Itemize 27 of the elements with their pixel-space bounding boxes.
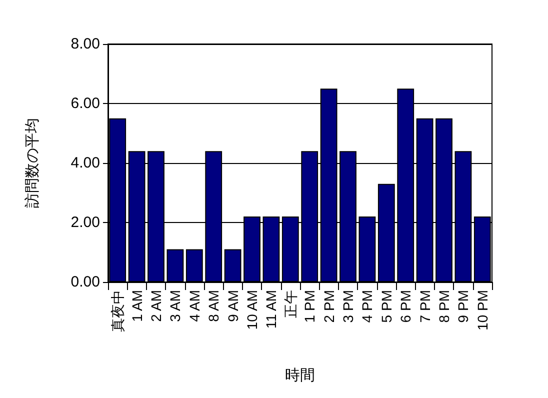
x-tick-label: 2 AM bbox=[148, 290, 164, 322]
x-axis-title: 時間 bbox=[285, 367, 315, 384]
x-tick-label: 10 AM bbox=[244, 290, 260, 330]
y-tick-label: 8.00 bbox=[70, 36, 100, 52]
x-tick-label: 9 PM bbox=[455, 290, 472, 323]
x-tick-label: 8 PM bbox=[436, 290, 452, 323]
y-tick-label: 4.00 bbox=[70, 154, 100, 172]
x-tick-label: 3 AM bbox=[167, 290, 184, 322]
x-tick-label: 3 PM bbox=[340, 290, 356, 323]
x-tick-label: 6 PM bbox=[398, 290, 414, 323]
x-tick-label: 2 PM bbox=[320, 290, 337, 323]
x-tick-label: 5 PM bbox=[378, 290, 394, 323]
y-tick-label: 0.00 bbox=[70, 274, 100, 290]
y-tick-label: 2.00 bbox=[70, 214, 100, 231]
x-tick-label: 8 AM bbox=[206, 290, 222, 322]
x-tick-label: 4 PM bbox=[359, 290, 376, 323]
x-tick-label: 7 PM bbox=[416, 290, 433, 323]
y-tick-label: 6.00 bbox=[70, 95, 100, 112]
x-tick-label: 正午 bbox=[282, 290, 298, 318]
x-tick-label: 4 AM bbox=[186, 290, 202, 322]
x-tick-label: 11 AM bbox=[263, 290, 280, 329]
x-tick-label: 真夜中 bbox=[110, 290, 126, 332]
x-tick-label: 10 PM bbox=[474, 290, 490, 330]
x-tick-label: 1 AM bbox=[128, 290, 145, 322]
y-axis-title: 訪問数の平均 bbox=[24, 118, 41, 208]
x-tick-label: 9 AM bbox=[224, 290, 241, 322]
x-tick-label: 1 PM bbox=[302, 290, 318, 323]
